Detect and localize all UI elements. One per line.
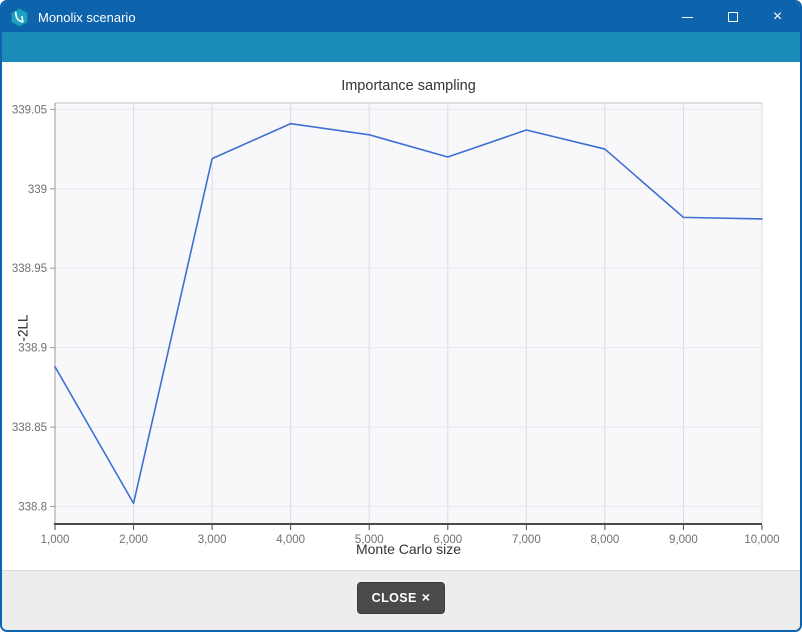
minimize-icon bbox=[682, 16, 693, 18]
window-controls: × bbox=[665, 2, 800, 32]
x-tick-label: 6,000 bbox=[433, 534, 462, 546]
monolix-logo-icon bbox=[10, 7, 29, 27]
x-tick-label: 8,000 bbox=[590, 534, 619, 546]
chart-title: Importance sampling bbox=[341, 78, 476, 94]
y-tick-label: 338.8 bbox=[18, 502, 47, 514]
maximize-button[interactable] bbox=[710, 2, 755, 32]
minimize-button[interactable] bbox=[665, 2, 710, 32]
y-tick-label: 339 bbox=[28, 184, 47, 196]
x-tick-label: 7,000 bbox=[512, 534, 541, 546]
close-dialog-button[interactable]: CLOSE × bbox=[356, 581, 446, 614]
y-tick-label: 338.95 bbox=[12, 263, 47, 275]
footer-bar: CLOSE × bbox=[2, 570, 800, 630]
data-line bbox=[54, 122, 763, 505]
y-tick-label: 338.85 bbox=[12, 422, 47, 434]
title-bar: Monolix scenario × bbox=[2, 2, 800, 32]
close-icon: × bbox=[772, 8, 783, 25]
close-button-x-icon: × bbox=[421, 589, 431, 606]
importance-sampling-plot: 1,000 2,000 3,000 4,000 5,000 6,000 7,000 8,000… bbox=[12, 102, 780, 546]
x-tick-label: 10,000 bbox=[744, 534, 779, 546]
x-tick-label: 9,000 bbox=[669, 534, 698, 546]
chart-panel: 1,000 2,000 3,000 4,000 5,000 6,000 7,000 8,000… bbox=[2, 62, 800, 570]
y-tick-label: 338.9 bbox=[18, 343, 47, 355]
x-tick-label: 3,000 bbox=[198, 534, 227, 546]
close-window-button[interactable]: × bbox=[755, 2, 800, 32]
x-axis-label: Monte Carlo size bbox=[355, 541, 462, 557]
plot-background bbox=[55, 103, 762, 524]
y-tick-label: 339.05 bbox=[12, 104, 47, 116]
window-title: Monolix scenario bbox=[38, 9, 136, 25]
x-tick-label: 1,000 bbox=[41, 534, 70, 546]
close-button-label: CLOSE bbox=[371, 590, 417, 605]
x-tick-label: 5,000 bbox=[355, 534, 384, 546]
x-tick-label: 2,000 bbox=[119, 534, 148, 546]
header-band bbox=[2, 32, 800, 62]
maximize-icon bbox=[727, 12, 738, 22]
y-axis-label: -2LL bbox=[15, 314, 31, 342]
x-tick-label: 4,000 bbox=[276, 534, 305, 546]
